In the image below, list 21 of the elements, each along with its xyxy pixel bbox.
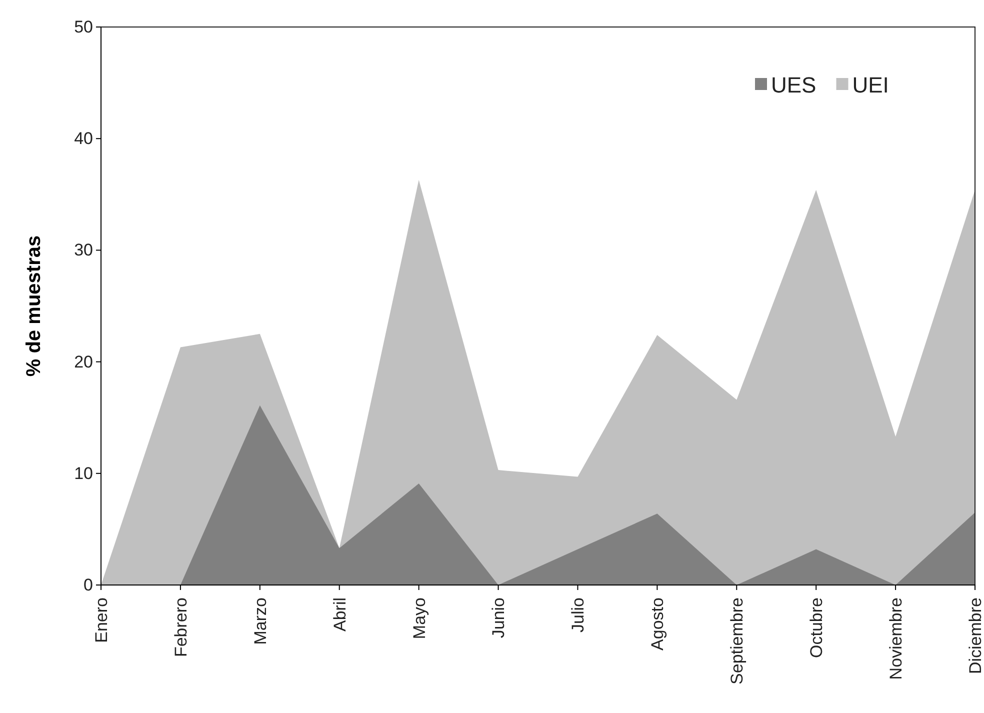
y-tick-label: 10 (74, 464, 93, 483)
x-tick-label: Diciembre (966, 598, 984, 674)
x-tick-label: Abril (330, 598, 350, 632)
legend-label: UEI (852, 72, 889, 98)
x-tick-label: Agosto (648, 598, 668, 650)
y-tick-label: 0 (84, 575, 93, 594)
y-tick-label: 30 (74, 240, 93, 260)
x-tick-label: Octubre (807, 598, 826, 658)
x-tick-label: Noviembre (886, 598, 906, 680)
legend-label: UES (771, 72, 816, 98)
x-tick-label: Enero (92, 598, 111, 643)
x-tick-label: Septiembre (728, 598, 747, 684)
x-tick-label: Mayo (410, 598, 429, 640)
y-tick-label: 50 (74, 17, 93, 36)
x-tick-label: Julio (568, 598, 588, 632)
x-tick-label: Marzo (250, 598, 270, 645)
y-tick-label: 40 (74, 129, 93, 148)
y-axis-title: % de muestras (23, 235, 45, 377)
y-tick-label: 20 (74, 352, 93, 372)
x-tick-label: Junio (489, 598, 508, 638)
x-tick-label: Febrero (171, 598, 190, 658)
